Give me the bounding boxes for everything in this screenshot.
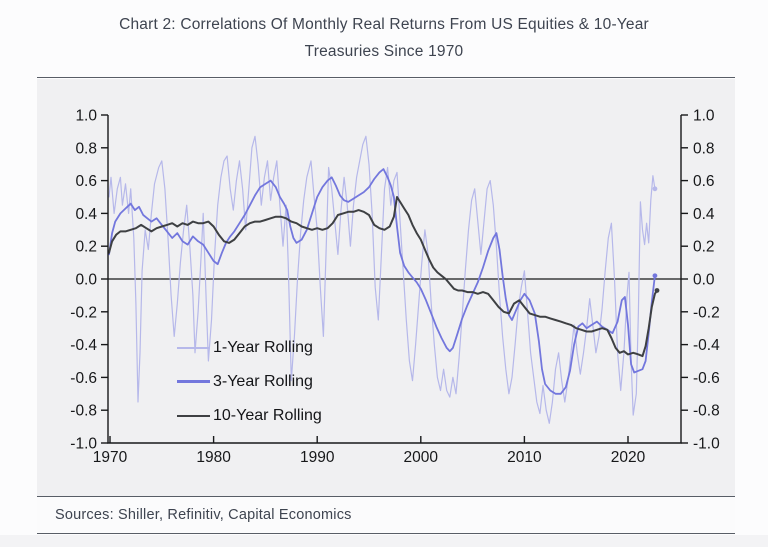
series-line-3-year-rolling bbox=[108, 168, 656, 395]
series-lines bbox=[108, 135, 660, 424]
sources-strip: Sources: Shiller, Refinitiv, Capital Eco… bbox=[37, 498, 735, 532]
series-line-1-year-rolling bbox=[108, 135, 656, 424]
y-tick-label-right: 0.2 bbox=[693, 239, 715, 256]
legend-row-10-year: 10-Year Rolling bbox=[177, 404, 322, 427]
y-tick-label-right: 1.0 bbox=[693, 108, 715, 125]
y-tick-label-right: -0.6 bbox=[693, 370, 720, 387]
x-tick-label: 1990 bbox=[300, 449, 335, 466]
series-end-dot-1 bbox=[652, 273, 658, 279]
y-tick-label-left: 0.6 bbox=[75, 173, 97, 190]
y-tick-label-left: 0.4 bbox=[75, 206, 97, 223]
x-tick-label: 1970 bbox=[93, 449, 128, 466]
series-line-10-year-rolling bbox=[108, 196, 658, 358]
x-tick-label: 2000 bbox=[404, 449, 439, 466]
y-tick-label-left: 0.2 bbox=[75, 239, 97, 256]
chart-title-line-2: Treasuries Since 1970 bbox=[304, 43, 464, 60]
y-tick-label-right: 0.6 bbox=[693, 173, 715, 190]
chart-panel: 1.0 1.0 0.8 0.8 0.6 0.6 0.4 0.4 0.2 0.2 0.0 0.0 -0.2… bbox=[37, 79, 735, 496]
y-tick-label-right: -0.8 bbox=[693, 403, 720, 420]
y-tick-label-right: 0.8 bbox=[693, 140, 715, 157]
y-tick-label-right: -0.4 bbox=[693, 337, 720, 354]
top-divider bbox=[37, 77, 735, 78]
chart-title: Chart 2: Correlations Of Monthly Real Re… bbox=[0, 11, 768, 65]
sources-bottom-divider bbox=[37, 533, 735, 534]
chart-title-line-1: Chart 2: Correlations Of Monthly Real Re… bbox=[119, 16, 649, 33]
y-tick-label-left: 0.8 bbox=[75, 140, 97, 157]
y-tick-label-left: -0.4 bbox=[70, 337, 97, 354]
legend-label-3-year: 3-Year Rolling bbox=[213, 372, 313, 390]
y-tick-label-left: -1.0 bbox=[70, 436, 97, 453]
sources-text: Sources: Shiller, Refinitiv, Capital Eco… bbox=[55, 507, 352, 523]
legend-row-1-year: 1-Year Rolling bbox=[177, 336, 322, 359]
y-tick-label-right: -1.0 bbox=[693, 436, 720, 453]
y-tick-label-right: 0.0 bbox=[693, 272, 715, 289]
legend-swatch-1-year bbox=[177, 346, 210, 349]
y-tick-label-left: 1.0 bbox=[75, 108, 97, 125]
y-tick-label-left: -0.6 bbox=[70, 370, 97, 387]
legend-label-10-year: 10-Year Rolling bbox=[213, 406, 322, 424]
y-tick-label-left: -0.2 bbox=[70, 304, 97, 321]
x-tick-label: 2020 bbox=[611, 449, 646, 466]
x-tick-label: 2010 bbox=[507, 449, 542, 466]
series-end-dot-2 bbox=[654, 288, 660, 293]
y-tick-label-left: -0.8 bbox=[70, 403, 97, 420]
bottom-margin-band bbox=[0, 535, 768, 547]
legend: 1-Year Rolling 3-Year Rolling 10-Year Ro… bbox=[177, 336, 322, 427]
legend-row-3-year: 3-Year Rolling bbox=[177, 370, 322, 393]
plot-svg: 1.0 1.0 0.8 0.8 0.6 0.6 0.4 0.4 0.2 0.2 0.0 0.0 -0.2… bbox=[70, 108, 720, 467]
legend-label-1-year: 1-Year Rolling bbox=[213, 338, 313, 356]
y-tick-label-left: 0.0 bbox=[75, 272, 97, 289]
y-tick-label-right: -0.2 bbox=[693, 304, 720, 321]
sources-top-divider bbox=[37, 496, 735, 497]
series-end-dot-0 bbox=[652, 186, 658, 192]
y-tick-label-right: 0.4 bbox=[693, 206, 715, 223]
legend-swatch-10-year bbox=[177, 414, 210, 417]
x-tick-label: 1980 bbox=[196, 449, 231, 466]
legend-swatch-3-year bbox=[177, 380, 210, 383]
